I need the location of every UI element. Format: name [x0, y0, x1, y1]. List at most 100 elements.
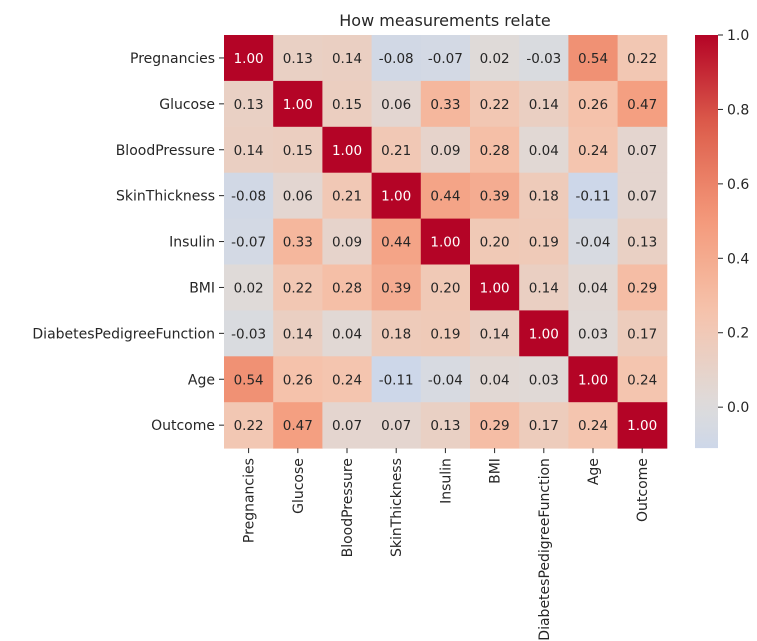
colorbar-tick-label-0: 0.0: [727, 400, 749, 416]
heatmap-cell-r1-c7: [568, 80, 619, 128]
cell-value-r0-c7: 0.54: [578, 51, 608, 67]
cell-value-r6-c1: 0.14: [283, 326, 313, 342]
cell-value-r5-c7: 0.04: [578, 280, 608, 296]
colorbar-tick-label-1: 0.2: [727, 326, 749, 342]
cell-value-r7-c7: 1.00: [578, 372, 608, 388]
cell-value-r8-c4: 0.13: [430, 418, 460, 434]
colorbar-tick-label-4: 0.8: [727, 102, 749, 118]
col-label-3: SkinThickness: [389, 458, 405, 557]
row-label-5: BMI: [189, 280, 215, 296]
cell-value-r1-c3: 0.06: [381, 97, 411, 113]
cell-value-r2-c4: 0.09: [430, 143, 460, 159]
heatmap-cell-r4-c2: [322, 218, 373, 265]
chart-title: How measurements relate: [339, 11, 550, 30]
cell-value-r2-c7: 0.24: [578, 143, 608, 159]
heatmap-cell-r1-c6: [519, 80, 569, 128]
heatmap-cell-r5-c5: [470, 264, 520, 311]
cell-value-r0-c0: 1.00: [234, 51, 264, 67]
cell-value-r0-c4: -0.07: [428, 51, 463, 67]
cell-value-r4-c2: 0.09: [332, 235, 362, 251]
heatmap-cell-r5-c8: [617, 264, 668, 311]
heatmap-cell-r1-c5: [470, 80, 520, 128]
cell-value-r0-c8: 0.22: [627, 51, 657, 67]
cell-value-r1-c4: 0.33: [430, 97, 460, 113]
cell-value-r1-c0: 0.13: [234, 97, 264, 113]
col-label-7: Age: [586, 458, 602, 485]
heatmap-cell-r1-c4: [420, 80, 471, 128]
heatmap-cell-r8-c5: [470, 402, 520, 449]
colorbar-tick-label-2: 0.4: [727, 251, 749, 267]
cell-value-r3-c8: 0.07: [627, 189, 657, 205]
heatmap-cell-r3-c4: [420, 172, 471, 220]
cell-value-r6-c6: 1.00: [529, 326, 559, 342]
cell-value-r7-c2: 0.24: [332, 372, 362, 388]
row-label-3: SkinThickness: [116, 189, 215, 205]
heatmap-cell-r4-c0: [224, 218, 274, 265]
heatmap-cell-r5-c7: [568, 264, 619, 311]
cell-value-r2-c3: 0.21: [381, 143, 411, 159]
heatmap-cell-r0-c6: [519, 35, 569, 82]
heatmap-cell-r7-c8: [617, 356, 668, 403]
cell-value-r8-c8: 1.00: [627, 418, 657, 434]
cell-value-r1-c8: 0.47: [627, 97, 657, 113]
cell-value-r5-c8: 0.29: [627, 280, 657, 296]
heatmap-cell-r8-c6: [519, 402, 569, 449]
heatmap-cell-r6-c8: [617, 310, 668, 357]
colorbar: 0.0 0.2 0.4 0.6 0.8 1.0: [695, 28, 749, 449]
heatmap-cell-r3-c3: [371, 172, 422, 220]
heatmap-cell-r3-c7: [568, 172, 619, 220]
cell-value-r1-c2: 0.15: [332, 97, 362, 113]
heatmap-cell-r4-c7: [568, 218, 619, 265]
heatmap-cell-r3-c5: [470, 172, 520, 220]
cell-value-r8-c7: 0.24: [578, 418, 608, 434]
cell-value-r3-c5: 0.39: [480, 189, 510, 205]
heatmap-cell-r6-c3: [371, 310, 422, 357]
heatmap-cell-r7-c6: [519, 356, 569, 403]
heatmap-cell-r7-c0: [224, 356, 274, 403]
col-label-8: Outcome: [635, 458, 651, 522]
heatmap-cell-r5-c3: [371, 264, 422, 311]
cell-value-r8-c2: 0.07: [332, 418, 362, 434]
heatmap-cell-r4-c5: [470, 218, 520, 265]
heatmap-cell-r0-c4: [420, 35, 471, 82]
heatmap-cell-r3-c6: [519, 172, 569, 220]
heatmap-cell-r8-c4: [420, 402, 471, 449]
heatmap-cell-r3-c2: [322, 172, 373, 220]
heatmap-cell-r6-c6: [519, 310, 569, 357]
cell-value-r2-c8: 0.07: [627, 143, 657, 159]
cell-value-r7-c3: -0.11: [379, 372, 414, 388]
cell-value-r5-c0: 0.02: [234, 280, 264, 296]
heatmap-cell-r8-c0: [224, 402, 274, 449]
cell-value-r1-c6: 0.14: [529, 97, 559, 113]
cell-value-r3-c2: 0.21: [332, 189, 362, 205]
heatmap-cell-r0-c2: [322, 35, 373, 82]
col-label-2: BloodPressure: [340, 458, 356, 557]
cell-value-r4-c5: 0.20: [480, 235, 510, 251]
cell-value-r6-c4: 0.19: [430, 326, 460, 342]
cell-value-r7-c1: 0.26: [283, 372, 313, 388]
cell-value-r4-c6: 0.19: [529, 235, 559, 251]
cell-value-r4-c3: 0.44: [381, 235, 411, 251]
col-label-5: BMI: [488, 458, 504, 484]
col-label-0: Pregnancies: [242, 458, 258, 543]
cell-value-r6-c3: 0.18: [381, 326, 411, 342]
cell-value-r1-c5: 0.22: [480, 97, 510, 113]
cell-value-r5-c4: 0.20: [430, 280, 460, 296]
row-label-1: Glucose: [159, 97, 215, 113]
cell-value-r8-c3: 0.07: [381, 418, 411, 434]
heatmap-cell-r1-c3: [371, 80, 422, 128]
cell-value-r3-c0: -0.08: [231, 189, 266, 205]
heatmap-cell-r3-c8: [617, 172, 668, 220]
heatmap-cell-r1-c8: [617, 80, 668, 128]
heatmap-cell-r3-c0: [224, 172, 274, 220]
heatmap-cell-r0-c3: [371, 35, 422, 82]
heatmap-cell-r4-c4: [420, 218, 471, 265]
heatmap-cell-r8-c3: [371, 402, 422, 449]
cell-value-r0-c6: -0.03: [526, 51, 561, 67]
column-labels: Pregnancies Glucose BloodPressure SkinThick…: [242, 448, 651, 641]
cell-value-r6-c7: 0.03: [578, 326, 608, 342]
cell-value-r6-c5: 0.14: [480, 326, 510, 342]
heatmap-cell-r8-c8: [617, 402, 668, 449]
colorbar-tick-label-3: 0.6: [727, 177, 749, 193]
